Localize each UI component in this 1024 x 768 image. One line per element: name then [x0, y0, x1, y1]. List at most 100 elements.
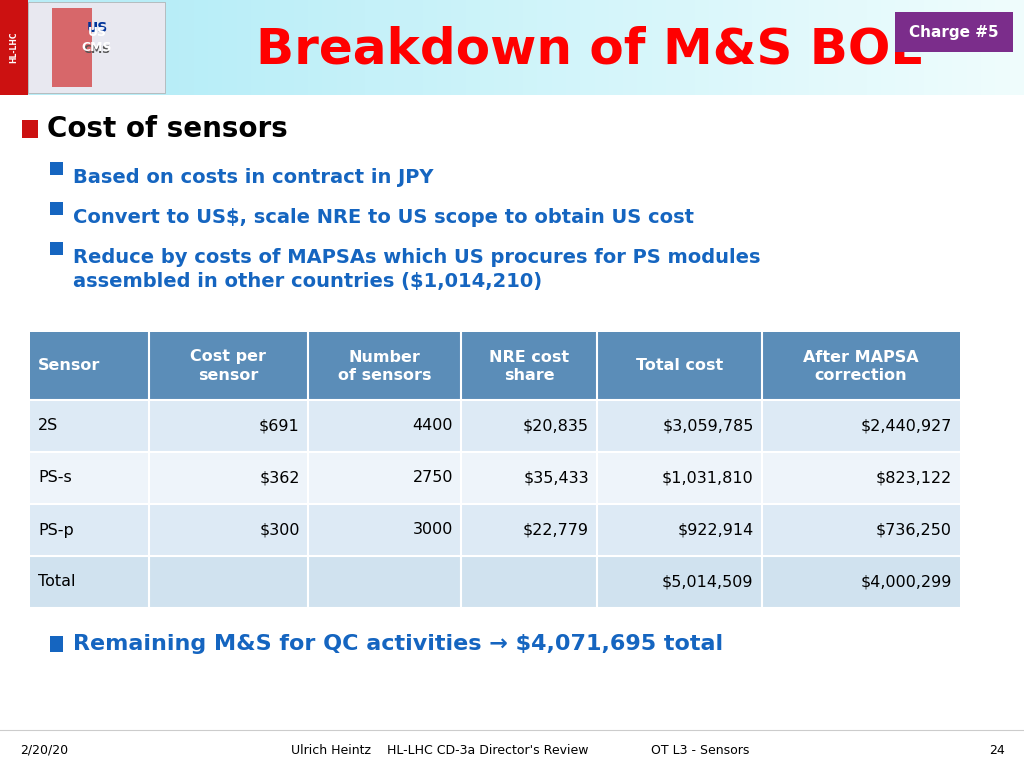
Bar: [30, 452, 961, 504]
Bar: [523, 0, 538, 95]
Bar: [651, 0, 666, 95]
Text: $20,835: $20,835: [523, 419, 589, 433]
Bar: [480, 0, 495, 95]
Bar: [294, 0, 308, 95]
Bar: [967, 0, 981, 95]
Bar: [495, 0, 509, 95]
Text: Total cost: Total cost: [636, 359, 723, 373]
Text: HL-LHC: HL-LHC: [9, 31, 18, 63]
Text: CMS: CMS: [83, 45, 111, 55]
Bar: [895, 0, 909, 95]
Text: $22,779: $22,779: [523, 522, 589, 538]
Bar: [466, 0, 480, 95]
Bar: [881, 0, 895, 95]
Bar: [165, 0, 179, 95]
Bar: [50, 202, 63, 215]
Text: PS-s: PS-s: [38, 471, 72, 485]
Text: $300: $300: [259, 522, 300, 538]
Bar: [680, 0, 694, 95]
Bar: [566, 0, 581, 95]
Bar: [265, 0, 280, 95]
Bar: [666, 0, 680, 95]
Bar: [179, 0, 194, 95]
Text: OT L3 - Sensors: OT L3 - Sensors: [651, 743, 750, 756]
Text: After MAPSA
correction: After MAPSA correction: [803, 349, 919, 382]
Text: $823,122: $823,122: [876, 471, 952, 485]
Text: 24: 24: [989, 743, 1005, 756]
Bar: [694, 0, 709, 95]
Bar: [194, 0, 208, 95]
Bar: [795, 0, 809, 95]
Text: Number
of sensors: Number of sensors: [338, 349, 431, 382]
Bar: [838, 0, 852, 95]
Text: Total: Total: [38, 574, 76, 590]
Bar: [394, 0, 409, 95]
Text: Sensor: Sensor: [38, 359, 100, 373]
Text: PS-p: PS-p: [38, 522, 74, 538]
Bar: [366, 0, 380, 95]
Text: US
CMS: US CMS: [82, 26, 113, 54]
Text: Cost per
sensor: Cost per sensor: [190, 349, 266, 382]
Bar: [50, 162, 63, 175]
Text: $3,059,785: $3,059,785: [663, 419, 754, 433]
Bar: [22, 120, 38, 138]
Bar: [780, 0, 795, 95]
Bar: [308, 0, 323, 95]
Bar: [823, 0, 838, 95]
Bar: [737, 0, 752, 95]
Bar: [452, 0, 466, 95]
Bar: [409, 0, 423, 95]
Text: $922,914: $922,914: [677, 522, 754, 538]
Bar: [28, 2, 165, 93]
Text: US: US: [86, 21, 108, 35]
Text: 4400: 4400: [413, 419, 453, 433]
Text: Reduce by costs of MAPSAs which US procures for PS modules
assembled in other co: Reduce by costs of MAPSAs which US procu…: [73, 248, 761, 291]
Text: $5,014,509: $5,014,509: [663, 574, 754, 590]
Bar: [50, 242, 63, 255]
Bar: [52, 8, 92, 87]
Bar: [280, 0, 294, 95]
Bar: [752, 0, 766, 95]
Bar: [909, 0, 924, 95]
Bar: [437, 0, 452, 95]
Text: NRE cost
share: NRE cost share: [489, 349, 569, 382]
Text: 2750: 2750: [413, 471, 453, 485]
Bar: [938, 0, 952, 95]
Text: $362: $362: [259, 471, 300, 485]
Bar: [766, 0, 780, 95]
Bar: [337, 0, 351, 95]
Bar: [50, 636, 63, 652]
Text: $2,440,927: $2,440,927: [860, 419, 952, 433]
Bar: [222, 0, 237, 95]
Bar: [1010, 0, 1024, 95]
Bar: [0, 0, 28, 95]
Text: Based on costs in contract in JPY: Based on costs in contract in JPY: [73, 168, 433, 187]
Bar: [952, 0, 967, 95]
Bar: [509, 0, 523, 95]
Bar: [323, 0, 337, 95]
Bar: [380, 0, 394, 95]
Text: Ulrich Heintz    HL-LHC CD-3a Director's Review: Ulrich Heintz HL-LHC CD-3a Director's Re…: [291, 743, 589, 756]
Text: Breakdown of M&S BOE: Breakdown of M&S BOE: [256, 25, 925, 74]
Bar: [423, 0, 437, 95]
Bar: [237, 0, 251, 95]
Text: $691: $691: [259, 419, 300, 433]
Text: 3000: 3000: [413, 522, 453, 538]
Bar: [995, 0, 1010, 95]
Bar: [552, 0, 566, 95]
Bar: [251, 0, 265, 95]
Text: 2/20/20: 2/20/20: [20, 743, 69, 756]
Text: $1,031,810: $1,031,810: [662, 471, 754, 485]
Bar: [624, 0, 638, 95]
Bar: [866, 0, 881, 95]
Text: Cost of sensors: Cost of sensors: [47, 115, 288, 143]
Bar: [924, 0, 938, 95]
Bar: [852, 0, 866, 95]
Bar: [538, 0, 552, 95]
Bar: [30, 556, 961, 608]
Bar: [709, 0, 723, 95]
Bar: [0, 0, 165, 95]
Bar: [30, 332, 961, 400]
Text: Charge #5: Charge #5: [909, 25, 998, 39]
Bar: [609, 0, 624, 95]
